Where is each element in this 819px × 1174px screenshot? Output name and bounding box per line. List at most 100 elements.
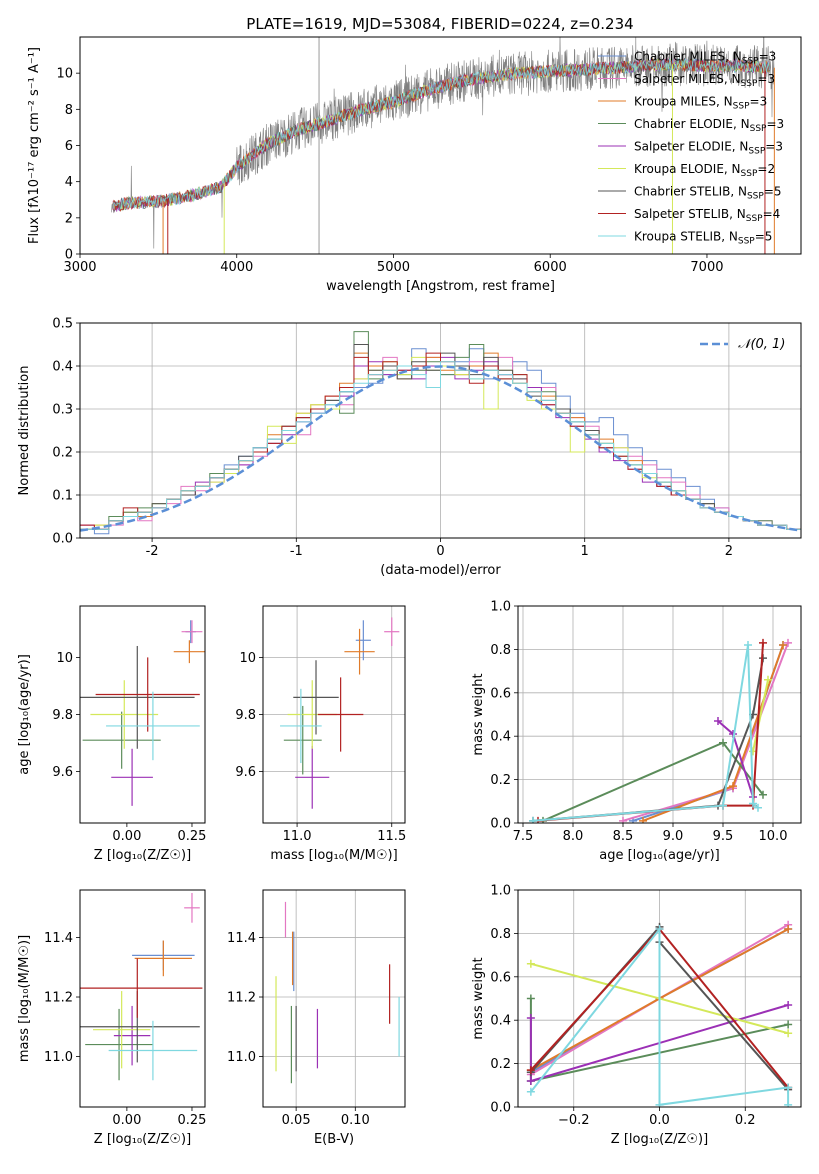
y-tick-label: 1.0: [490, 600, 511, 615]
legend-entry-label: Chabrier MILES, NSSP=3: [634, 50, 776, 67]
series-point-marker: [759, 638, 767, 647]
y-tick-label: 9.6: [52, 765, 73, 780]
plot-frame: [262, 889, 406, 1108]
legend-entry-subscript: SSP: [741, 169, 758, 179]
series-point-marker: [619, 816, 627, 823]
observed-spectrum-line: [111, 37, 775, 249]
legend-entry-suffix: =3: [757, 72, 775, 86]
legend-entry-text: Chabrier STELIB, N: [634, 185, 747, 199]
series-point-marker: [784, 638, 792, 647]
massweight-vs-metallicity-panel: −0.2 0.0 0.2 0.0 0.2 0.4 0.6 0.8 1.0 Z [log₁₀(Z/Z…: [471, 884, 802, 1147]
legend-entry-subscript: SSP: [747, 192, 764, 202]
series-point-marker: [714, 717, 722, 726]
plot-area: [280, 617, 400, 809]
series-point-marker: [655, 925, 664, 934]
series-point-marker: [639, 816, 647, 823]
legend-entry-label: Chabrier ELODIE, NSSP=3: [634, 117, 784, 134]
legend-entry-text: Salpeter ELODIE, N: [634, 140, 748, 154]
x-tick-label: 0.25: [178, 829, 207, 844]
legend-entry-text: Kroupa STELIB, N: [634, 230, 738, 244]
y-tick-label: 0.2: [52, 446, 73, 461]
legend-entry-suffix: =2: [757, 162, 775, 176]
series-point-marker: [779, 641, 787, 650]
legend-entry-label: Salpeter ELODIE, NSSP=3: [634, 140, 783, 157]
y-tick-label: 0.0: [490, 817, 511, 832]
series-point-marker: [729, 782, 737, 791]
series-point-marker: [719, 738, 727, 747]
x-axis-label: mass [log₁₀(M/M☉)]: [270, 848, 397, 863]
legend-entry-subscript: SSP: [748, 147, 765, 157]
spectrum-panel: 3000 4000 5000 6000 7000 0 2 4 6 8 10 wavelength [A…: [27, 36, 802, 294]
x-tick-label: 7.5: [513, 829, 534, 844]
legend-entry-subscript: SSP: [741, 79, 758, 89]
legend-entry-text: Salpeter MILES, N: [634, 72, 741, 86]
x-axis-label: Z [log₁₀(Z/Z☉)]: [611, 1132, 708, 1147]
y-tick-label: 0.2: [490, 1057, 511, 1072]
x-tick-label: 2: [725, 544, 733, 559]
series-line: [752, 679, 769, 752]
plot-area: [526, 920, 793, 1107]
y-tick-label: 2: [65, 211, 73, 226]
series-point-marker: [749, 799, 757, 808]
legend-entry-subscript: SSP: [746, 214, 763, 224]
plot-frame: [79, 322, 802, 539]
x-tick-label: 6000: [534, 260, 567, 275]
y-tick-label: 0.0: [52, 532, 73, 547]
x-axis-label: wavelength [Angstrom, rest frame]: [326, 279, 555, 294]
series-line: [532, 657, 764, 822]
y-tick-label: 10: [56, 67, 73, 82]
x-tick-label: 0.2: [735, 1113, 756, 1128]
series-point-marker: [764, 675, 772, 684]
x-tick-label: 5000: [377, 260, 410, 275]
legend-entry-subscript: SSP: [742, 57, 759, 67]
legend-entry-label: Kroupa ELODIE, NSSP=2: [634, 162, 775, 179]
y-tick-label: 0.1: [52, 489, 73, 504]
y-tick-label: 0.8: [490, 927, 511, 942]
plot-area: [80, 331, 801, 535]
y-tick-label: 11.2: [227, 991, 256, 1006]
mass-vs-metallicity-panel: 0.00 0.25 11.0 11.2 11.4 Z [log₁₀(Z/Z☉)] mass …: [17, 889, 206, 1147]
y-tick-label: 0.6: [490, 970, 511, 985]
age-vs-metallicity-panel: 0.00 0.25 9.6 9.8 10 Z [log₁₀(Z/Z☉)] age [log₁…: [17, 605, 207, 863]
y-tick-label: 8: [65, 103, 73, 118]
x-tick-label: 0.05: [282, 1113, 311, 1128]
legend-entry-suffix: =3: [766, 117, 784, 131]
y-tick-label: 0.0: [490, 1101, 511, 1116]
x-axis-label: Z [log₁₀(Z/Z☉)]: [94, 1132, 191, 1147]
plot-area: [275, 901, 400, 1084]
legend-entry-suffix: =5: [755, 230, 773, 244]
y-tick-label: 10: [239, 651, 256, 666]
y-tick-label: 0.8: [490, 643, 511, 658]
legend-entry-label: Salpeter MILES, NSSP=3: [634, 72, 775, 89]
plot-frame: [79, 889, 206, 1108]
series-point-marker: [784, 1083, 793, 1092]
series-point-marker: [784, 1001, 793, 1010]
legend-entry-text: Chabrier ELODIE, N: [634, 117, 750, 131]
legend-entry-suffix: =3: [750, 95, 768, 109]
legend-entry-label: Chabrier STELIB, NSSP=5: [634, 185, 782, 202]
x-tick-label: 0.10: [341, 1113, 370, 1128]
y-tick-label: 11.4: [227, 931, 256, 946]
legend-entry-suffix: =5: [764, 185, 782, 199]
series-point-marker: [719, 801, 727, 810]
y-tick-label: 9.6: [235, 765, 256, 780]
plot-frame: [517, 605, 802, 824]
legend-entry-label: Salpeter STELIB, NSSP=4: [634, 207, 780, 224]
x-tick-label: 1: [581, 544, 589, 559]
legend-entry-text: Kroupa MILES, N: [634, 95, 733, 109]
y-axis-label: age [log₁₀(age/yr)]: [17, 654, 32, 775]
x-tick-label: 11.0: [283, 829, 312, 844]
series-point-marker: [526, 1014, 535, 1023]
y-tick-label: 0.4: [52, 360, 73, 375]
series-point-marker: [754, 803, 762, 812]
x-tick-label: 0.00: [112, 1113, 141, 1128]
y-tick-label: 0.6: [490, 686, 511, 701]
x-tick-label: -1: [290, 544, 303, 559]
x-axis-label: (data-model)/error: [380, 563, 501, 578]
plot-frame: [79, 36, 802, 255]
series-point-marker: [526, 959, 535, 968]
model-spectrum-line: [112, 58, 770, 210]
series-point-marker: [526, 994, 535, 1003]
y-tick-label: 10: [56, 651, 73, 666]
